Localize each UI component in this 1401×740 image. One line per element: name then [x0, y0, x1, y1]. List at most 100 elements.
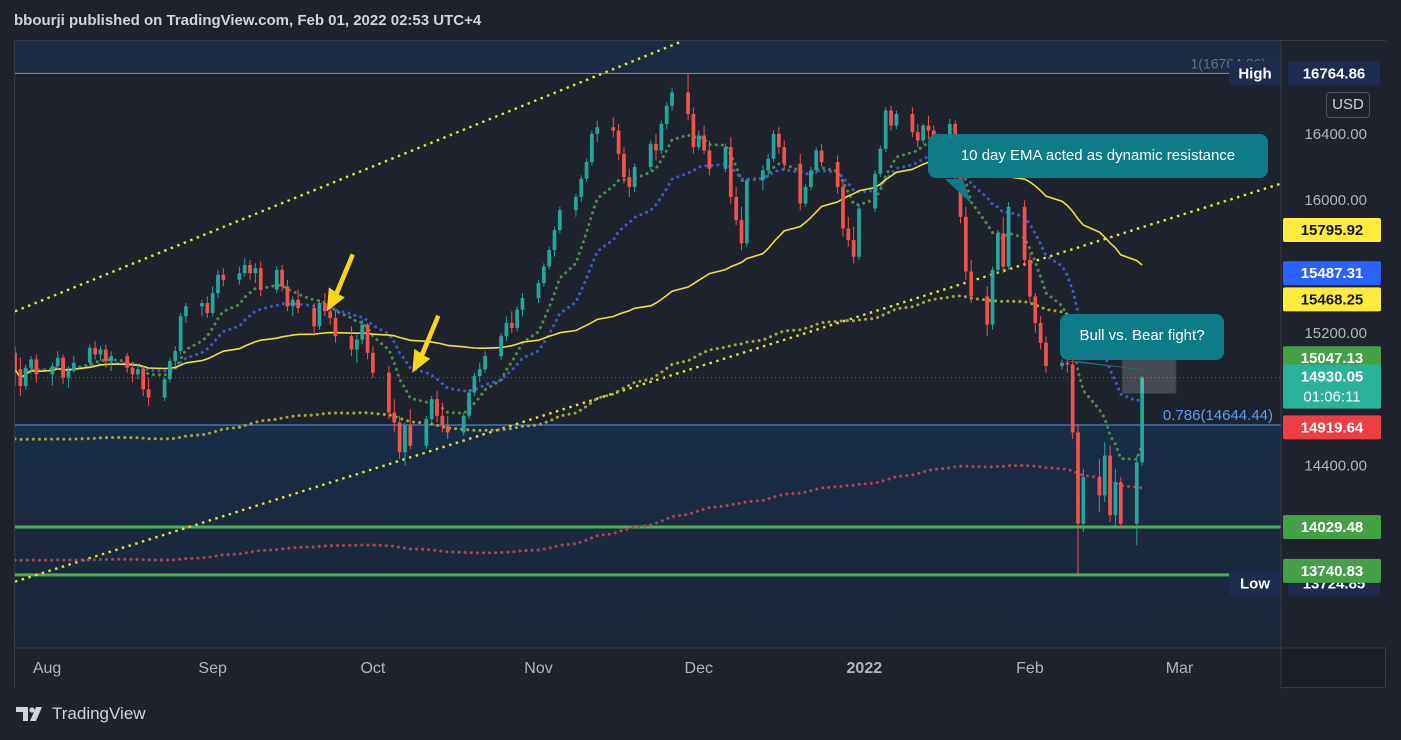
candle [771, 130, 776, 163]
candlestick-chart[interactable]: 0.786(14644.44)1(16764.86) 14400.00 15200… [15, 41, 1387, 689]
candle [98, 346, 103, 362]
candle-body [18, 369, 23, 386]
candle [648, 140, 653, 171]
candle [985, 286, 990, 337]
candle [23, 364, 28, 390]
candle [963, 206, 968, 280]
candle [237, 266, 242, 285]
fight-callout: Bull vs. Bear fight? [1060, 314, 1224, 360]
candle-body [915, 132, 920, 141]
candle [707, 140, 712, 176]
candle [921, 123, 925, 144]
candle-body [312, 308, 317, 327]
candle-body [296, 299, 300, 309]
candle-body [1113, 482, 1118, 516]
candle [1038, 316, 1043, 350]
candle [477, 362, 482, 383]
candle-body [408, 425, 413, 446]
candle-body [766, 158, 771, 171]
candle-body [205, 303, 210, 313]
candle [520, 293, 525, 317]
candle-body [1044, 342, 1048, 367]
candle [878, 145, 883, 177]
candle-body [664, 105, 669, 124]
candle-body [1108, 455, 1112, 516]
candle [766, 153, 771, 177]
candle [440, 402, 445, 433]
ema-100-line [15, 294, 1144, 441]
candle [894, 110, 899, 129]
candle [66, 366, 71, 388]
candle-body [739, 220, 744, 244]
candle-body [387, 372, 391, 413]
candle-body [477, 369, 482, 377]
candle [622, 147, 626, 184]
price-badge: 14919.64 [1283, 415, 1381, 440]
candle [312, 303, 317, 337]
candle [1001, 216, 1006, 274]
candle [691, 107, 696, 154]
candle-body [168, 361, 172, 380]
candle-body [520, 298, 525, 310]
candle-body [814, 150, 819, 171]
candle [18, 357, 23, 396]
candle [248, 259, 252, 280]
candle [1134, 455, 1139, 546]
candle-body [435, 399, 439, 416]
candle-body [873, 173, 877, 209]
candle-body [1081, 477, 1086, 524]
current-price-text: 14930.05 [1301, 369, 1364, 386]
candle [483, 351, 487, 373]
candle [103, 344, 108, 368]
candle-body [878, 148, 883, 174]
candle-body [963, 216, 968, 272]
candle-body [1028, 259, 1032, 297]
candle [1006, 201, 1011, 270]
candle [654, 133, 658, 161]
time-tick-label: Nov [524, 660, 552, 677]
candle-body [574, 196, 578, 211]
price-badge-bg [1283, 218, 1381, 243]
currency-button[interactable]: USD [1326, 92, 1370, 118]
candle-body [728, 147, 733, 197]
candle-body [579, 178, 584, 197]
candle-body [921, 125, 925, 141]
candle [1118, 477, 1123, 529]
chart-frame[interactable]: 0.786(14644.44) 1(16764.86) 14400.00 15200… [14, 40, 1387, 689]
candle-body [328, 311, 333, 318]
candle-body [173, 351, 178, 362]
candle-body [221, 274, 226, 280]
candle [1097, 458, 1102, 513]
candle-body [782, 147, 787, 164]
candle [595, 120, 600, 143]
high-badge: 16764.86 [1288, 61, 1380, 86]
candle [659, 120, 664, 154]
candle-body [178, 316, 183, 352]
candle-body [702, 135, 706, 151]
candle-body [216, 274, 220, 294]
candle-body [584, 162, 589, 179]
price-badge: 15047.13 [1283, 346, 1381, 371]
time-tick-label: Sep [198, 660, 227, 677]
candle-body [34, 359, 39, 375]
candle-body [691, 113, 696, 148]
candle [274, 266, 279, 294]
candle [1108, 445, 1112, 522]
candle-body [50, 366, 55, 375]
candle-body [317, 303, 322, 327]
candle [883, 107, 888, 153]
candle-body [23, 367, 28, 386]
candle [728, 137, 733, 204]
candle [135, 364, 140, 380]
candle [996, 230, 1000, 274]
time-axis: Aug Sep Oct Nov Dec 2022 Feb Mar [15, 41, 1387, 689]
candle [686, 73, 690, 121]
candle [55, 351, 60, 370]
price-badge-bg [1283, 415, 1381, 440]
candle-body [809, 170, 813, 187]
candle [242, 258, 247, 277]
candle [557, 206, 562, 234]
candle [387, 366, 391, 420]
candle-body [926, 125, 931, 131]
candle [509, 311, 514, 333]
